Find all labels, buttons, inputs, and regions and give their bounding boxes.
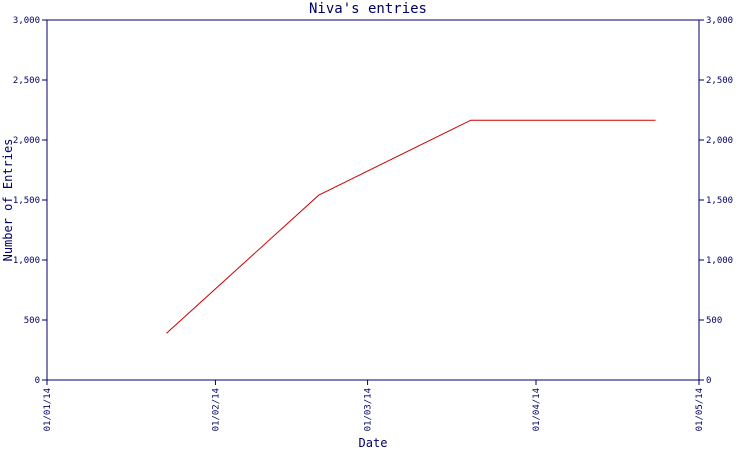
y-tick-label-left: 1,000	[13, 256, 40, 266]
plot-area	[46, 19, 700, 381]
x-tick-label: 01/04/14	[532, 388, 542, 431]
x-tick-label: 01/02/14	[211, 388, 221, 431]
y-tick-label-right: 1,000	[706, 256, 733, 266]
x-tick-label: 01/01/14	[43, 388, 53, 431]
y-tick-label-right: 2,000	[706, 136, 733, 146]
y-tick-label-right: 3,000	[706, 16, 733, 26]
y-axis-left: 0 500 1,000 1,500 2,000 2,500 3,000	[13, 16, 47, 386]
y-tick-label-left: 2,000	[13, 136, 40, 146]
x-axis-label: Date	[359, 436, 388, 450]
y-tick-label-right: 1,500	[706, 196, 733, 206]
x-tick-label: 01/05/14	[695, 388, 705, 431]
y-tick-label-left: 2,500	[13, 76, 40, 86]
y-tick-label-right: 0	[706, 376, 711, 386]
chart-title: Niva's entries	[309, 1, 427, 17]
series-layer	[166, 119, 656, 334]
y-tick-label-right: 2,500	[706, 76, 733, 86]
y-tick-label-right: 500	[706, 316, 722, 326]
y-tick-label-left: 3,000	[13, 16, 40, 26]
x-axis: 01/01/14 01/02/14 01/03/14 01/04/14 01/05/14	[43, 380, 705, 431]
y-tick-label-left: 500	[24, 316, 40, 326]
y-tick-label-left: 1,500	[13, 196, 40, 206]
series-line	[166, 119, 656, 334]
y-tick-label-left: 0	[35, 376, 40, 386]
y-axis-label: Number of Entries	[1, 139, 15, 262]
y-axis-right: 0 500 1,000 1,500 2,000 2,500 3,000	[699, 16, 733, 386]
x-tick-label: 01/03/14	[364, 388, 374, 431]
